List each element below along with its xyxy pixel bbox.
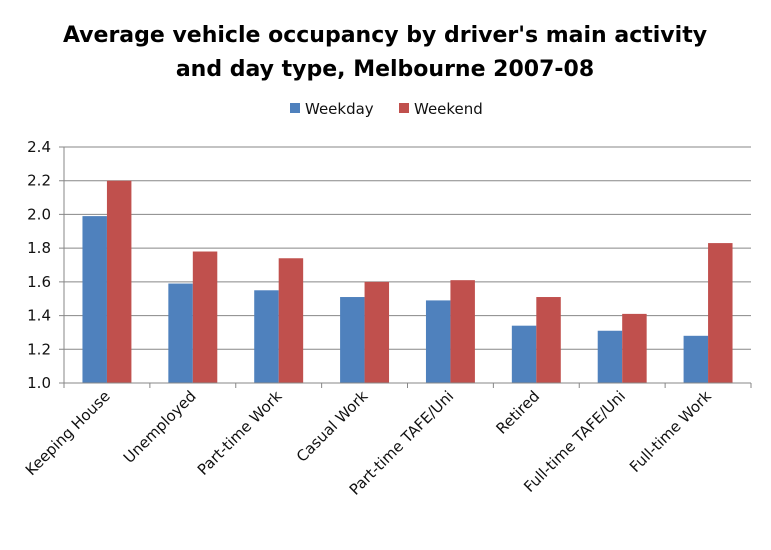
y-tick-label: 1.8 — [27, 239, 51, 257]
y-tick-label: 2.0 — [27, 205, 51, 223]
y-tick-label: 2.2 — [27, 172, 51, 190]
bar-weekend-4 — [364, 281, 390, 383]
bar-weekday-2 — [168, 283, 193, 383]
bar-weekday-7 — [597, 330, 623, 383]
bar-weekend-2 — [192, 251, 218, 383]
axes — [63, 147, 752, 388]
y-tick-label: 1.0 — [27, 374, 51, 392]
bars — [82, 180, 733, 383]
y-tick-label: 1.4 — [27, 307, 51, 325]
bar-weekday-3 — [254, 290, 279, 383]
category-label: Casual Work — [293, 387, 372, 466]
gridlines — [59, 146, 751, 384]
bar-weekend-7 — [622, 313, 647, 383]
bar-weekday-5 — [425, 300, 451, 383]
bar-weekday-1 — [82, 216, 107, 383]
bar-weekend-1 — [106, 180, 132, 383]
bar-weekend-3 — [278, 258, 304, 383]
bar-weekday-8 — [683, 335, 709, 383]
chart-title-line-2: and day type, Melbourne 2007-08 — [176, 57, 594, 82]
y-tick-label: 1.6 — [27, 273, 51, 291]
category-label: Retired — [492, 387, 543, 438]
bar-weekday-6 — [511, 325, 537, 383]
legend-label-weekend: Weekend — [414, 100, 483, 118]
legend-swatch-weekend — [399, 103, 409, 113]
bar-weekend-5 — [450, 280, 475, 383]
chart-title-line-1: Average vehicle occupancy by driver's ma… — [63, 23, 707, 48]
bar-weekday-4 — [340, 297, 365, 383]
y-tick-label: 2.4 — [27, 138, 51, 156]
category-label: Part-time Work — [194, 387, 286, 479]
legend-swatch-weekday — [290, 103, 300, 113]
bar-weekend-6 — [536, 297, 561, 383]
y-axis-tick-labels: 1.0 1.2 1.4 1.6 1.8 2.0 2.2 2.4 — [27, 138, 51, 392]
legend-label-weekday: Weekday — [305, 100, 374, 118]
y-tick-label: 1.2 — [27, 340, 51, 358]
category-label: Full-time Work — [626, 387, 715, 476]
category-label: Keeping House — [22, 387, 114, 479]
legend: Weekday Weekend — [290, 100, 483, 118]
category-label: Unemployed — [120, 387, 200, 467]
bar-weekend-8 — [708, 243, 733, 383]
